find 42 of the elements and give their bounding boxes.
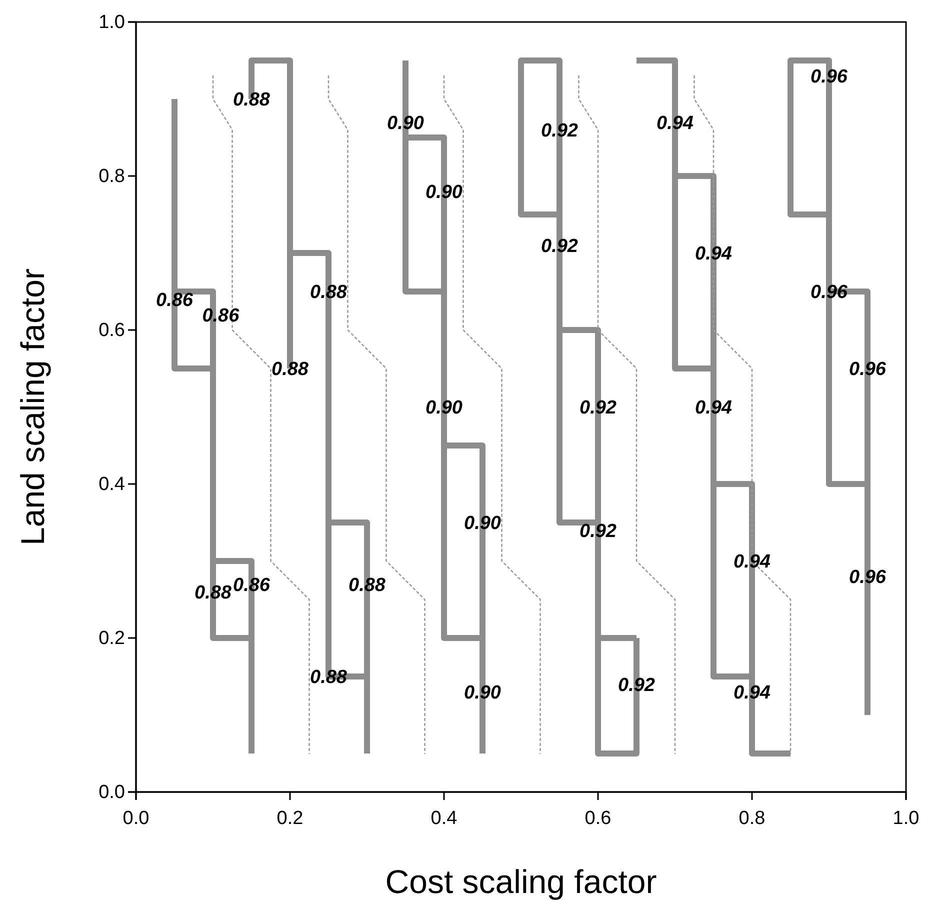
x-tick-label: 0.2 — [276, 808, 304, 829]
x-tick-label: 0.4 — [430, 808, 458, 829]
annotation: 0.88 — [233, 90, 270, 111]
x-tick-label: 1.0 — [892, 808, 920, 829]
annotation: 0.90 — [464, 513, 502, 534]
annotation: 0.96 — [810, 282, 848, 304]
annotation: 0.94 — [695, 398, 732, 419]
x-tick-label: 0.6 — [584, 808, 612, 829]
annotation: 0.88 — [272, 359, 309, 380]
annotation: 0.88 — [348, 574, 386, 596]
annotation: 0.92 — [618, 674, 656, 696]
y-tick-label: 0.6 — [98, 320, 125, 342]
annotation: 0.94 — [734, 682, 771, 704]
annotation: 0.92 — [580, 520, 617, 542]
y-tick-label: 0.0 — [98, 782, 125, 804]
y-tick-label: 0.2 — [98, 628, 125, 650]
annotation: 0.86 — [156, 290, 194, 311]
annotation: 0.90 — [426, 182, 463, 204]
annotation: 0.90 — [464, 682, 502, 704]
annotation: 0.88 — [194, 582, 232, 604]
annotation: 0.86 — [233, 574, 270, 596]
annotation: 0.88 — [310, 667, 348, 688]
annotation: 0.94 — [734, 552, 771, 573]
y-axis-title: Land scaling factor — [14, 268, 51, 546]
x-tick-label: 0.0 — [122, 808, 150, 829]
annotation: 0.96 — [849, 567, 886, 588]
annotation: 0.94 — [695, 244, 732, 265]
annotation: 0.90 — [426, 398, 463, 419]
annotation: 0.92 — [541, 236, 578, 257]
x-axis-title: Cost scaling factor — [385, 863, 657, 900]
annotation: 0.86 — [202, 305, 240, 326]
annotation: 0.92 — [541, 120, 578, 142]
annotation: 0.96 — [849, 359, 886, 380]
y-tick-label: 0.4 — [98, 474, 126, 496]
y-tick-label: 0.8 — [98, 166, 125, 188]
y-tick-label: 1.0 — [98, 12, 125, 34]
annotation: 0.96 — [810, 66, 848, 88]
annotation: 0.94 — [656, 112, 694, 134]
annotation: 0.88 — [310, 282, 348, 304]
annotation: 0.90 — [387, 112, 424, 134]
annotation: 0.92 — [580, 398, 617, 419]
x-tick-label: 0.8 — [738, 808, 766, 829]
